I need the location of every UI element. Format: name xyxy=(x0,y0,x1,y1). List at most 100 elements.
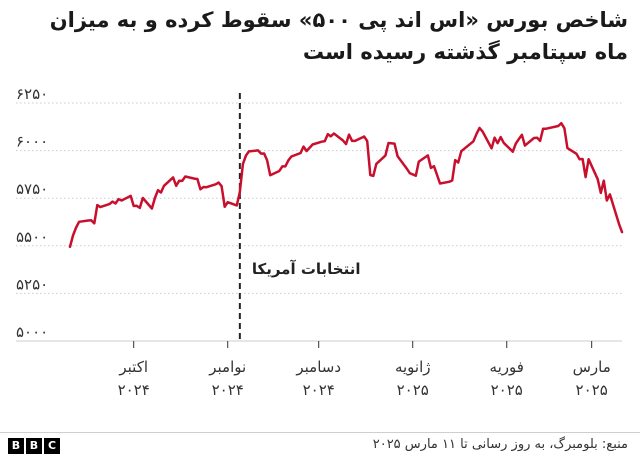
x-axis-ticks: اکتبر ۲۰۲۴ نوامبر ۲۰۲۴ دسامبر ۲۰۲۴ ژانویه ۲۰۲۵ ف… xyxy=(118,341,611,399)
data-point-115 xyxy=(581,158,584,160)
data-point-71 xyxy=(372,175,375,177)
data-point-17 xyxy=(138,207,141,209)
x-tick-label-year-5: ۲۰۲۵ xyxy=(576,381,608,399)
chart-title-line-2: ماه سپتامبر گذشته رسیده است xyxy=(302,40,628,64)
data-point-80 xyxy=(417,160,420,163)
data-point-79 xyxy=(414,174,417,177)
x-tick-label-month-1: نوامبر xyxy=(208,358,246,376)
data-point-110 xyxy=(560,122,563,125)
chart-title: شاخص بورس «اس اند پی ۵۰۰» سقوط کرده و به… xyxy=(12,4,628,68)
data-point-99 xyxy=(511,150,514,153)
data-point-96 xyxy=(496,142,499,145)
data-point-101 xyxy=(518,138,520,140)
line-chart: ۵۰۰۰ ۵۲۵۰ ۵۵۰۰ ۵۷۵۰ ۶۰۰۰ ۶۲۵۰ اکتبر ۲۰۲۴ نوامبر… xyxy=(16,85,624,399)
data-point-49 xyxy=(278,170,281,172)
data-point-98 xyxy=(502,141,505,144)
data-point-10 xyxy=(111,200,114,203)
data-point-77 xyxy=(405,167,408,170)
data-point-108 xyxy=(545,127,548,130)
data-point-9 xyxy=(108,203,111,206)
data-point-68 xyxy=(363,135,366,138)
data-point-26 xyxy=(178,179,181,182)
data-point-119 xyxy=(599,192,602,194)
data-point-95 xyxy=(493,136,496,139)
data-point-84 xyxy=(439,182,441,185)
data-point-113 xyxy=(575,152,578,155)
data-point-53 xyxy=(290,155,293,158)
footer-divider xyxy=(0,432,640,433)
data-point-14 xyxy=(129,195,132,197)
y-tick-label-5750: ۵۷۵۰ xyxy=(16,180,48,198)
data-point-6 xyxy=(93,222,96,225)
data-point-34 xyxy=(214,183,217,186)
data-point-62 xyxy=(333,132,335,135)
data-point-40 xyxy=(238,191,241,194)
data-point-59 xyxy=(323,140,326,143)
x-tick-label-month-2: دسامبر xyxy=(295,358,341,376)
data-point-27 xyxy=(181,180,184,182)
data-point-100 xyxy=(514,142,517,145)
x-tick-label-year-0: ۲۰۲۴ xyxy=(118,381,150,399)
data-point-24 xyxy=(172,176,175,179)
data-point-64 xyxy=(345,143,347,146)
data-point-56 xyxy=(305,150,308,152)
data-point-72 xyxy=(375,163,378,165)
data-point-4 xyxy=(87,219,90,222)
data-point-94 xyxy=(490,147,493,150)
data-point-13 xyxy=(120,199,123,202)
data-point-81 xyxy=(427,154,429,157)
data-point-69 xyxy=(366,140,369,143)
data-point-8 xyxy=(99,206,102,209)
data-point-39 xyxy=(235,204,238,207)
data-point-89 xyxy=(460,150,463,153)
data-point-116 xyxy=(584,176,587,179)
data-point-28 xyxy=(184,175,187,178)
data-point-43 xyxy=(248,150,250,153)
data-point-29 xyxy=(193,177,196,180)
data-point-122 xyxy=(609,193,611,196)
y-tick-label-6250: ۶۲۵۰ xyxy=(16,85,48,103)
data-point-23 xyxy=(163,184,165,187)
data-point-16 xyxy=(135,204,138,207)
data-point-46 xyxy=(263,152,265,155)
series-line-0 xyxy=(68,121,624,249)
data-point-45 xyxy=(260,152,262,155)
data-point-33 xyxy=(205,186,208,189)
data-point-65 xyxy=(348,133,350,136)
x-tick-label-month-3: ژانویه xyxy=(395,358,431,376)
data-point-20 xyxy=(154,197,156,199)
chart-title-line-1: شاخص بورس «اس اند پی ۵۰۰» سقوط کرده و به… xyxy=(49,8,628,32)
data-point-12 xyxy=(117,198,120,201)
x-tick-label-year-3: ۲۰۲۵ xyxy=(397,381,429,399)
data-point-35 xyxy=(217,181,220,184)
data-point-86 xyxy=(451,179,454,182)
data-point-32 xyxy=(202,186,205,188)
data-point-105 xyxy=(536,136,538,139)
x-tick-label-month-4: فوریه xyxy=(490,358,524,376)
data-point-75 xyxy=(393,142,396,145)
bbc-logo-letter-b1: B xyxy=(8,438,24,454)
data-point-87 xyxy=(454,159,457,162)
data-point-85 xyxy=(448,180,450,183)
data-point-93 xyxy=(481,130,484,133)
data-point-25 xyxy=(175,184,178,187)
y-axis-ticks: ۵۰۰۰ ۵۲۵۰ ۵۵۰۰ ۵۷۵۰ ۶۰۰۰ ۶۲۵۰ xyxy=(16,85,48,341)
data-point-111 xyxy=(563,127,566,130)
data-point-67 xyxy=(354,140,356,142)
y-tick-label-5250: ۵۲۵۰ xyxy=(16,275,48,293)
data-point-52 xyxy=(287,159,290,162)
data-point-22 xyxy=(160,191,162,194)
election-annotation-label: انتخابات آمریکا xyxy=(252,260,361,278)
y-tick-label-6000: ۶۰۰۰ xyxy=(16,133,48,151)
data-point-117 xyxy=(587,158,590,161)
data-point-57 xyxy=(311,143,314,146)
gridlines xyxy=(16,102,622,342)
data-point-41 xyxy=(242,163,244,166)
data-point-120 xyxy=(602,179,605,182)
data-point-54 xyxy=(299,152,302,155)
data-point-36 xyxy=(220,185,223,188)
data-point-104 xyxy=(533,137,535,139)
election-annotation: انتخابات آمریکا xyxy=(238,93,361,341)
data-point-90 xyxy=(472,140,475,143)
data-point-2 xyxy=(75,226,77,229)
